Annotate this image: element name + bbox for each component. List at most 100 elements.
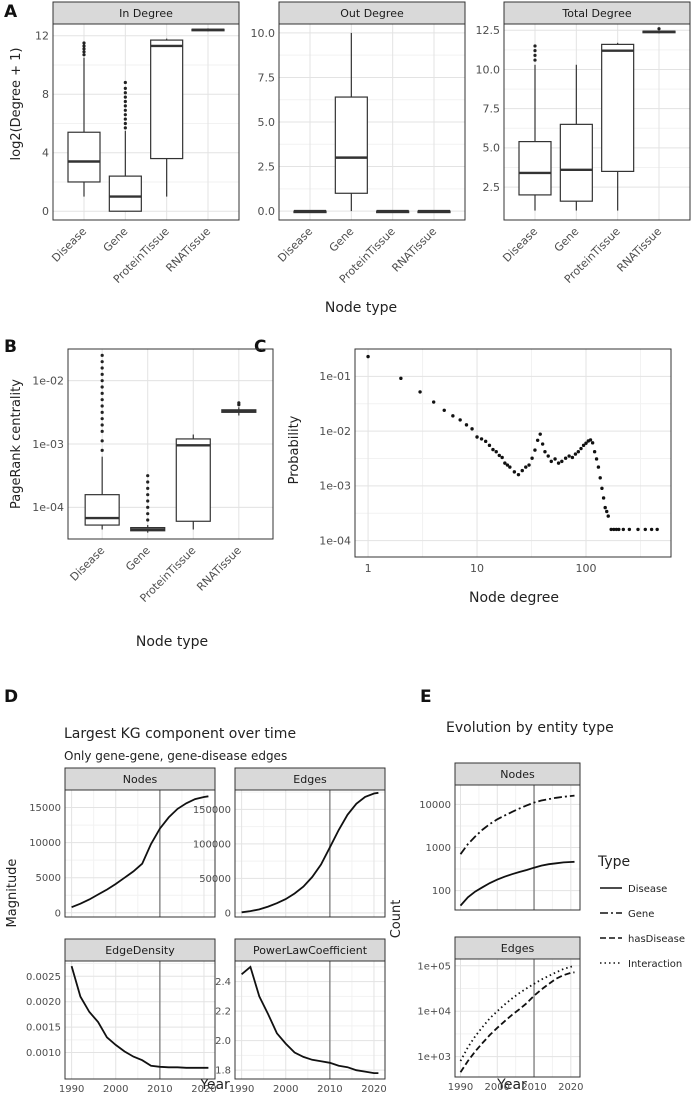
- legend-label-hasdisease: hasDisease: [628, 934, 685, 945]
- panel-c-point: [475, 435, 479, 439]
- panel-b-outlier: [146, 505, 150, 509]
- panel-a-total-outlier: [533, 44, 537, 48]
- panel-c-point: [546, 454, 550, 458]
- panel-c-point: [533, 448, 537, 452]
- panel-b-outlier: [100, 398, 104, 402]
- panel-c-point: [508, 465, 512, 469]
- panel-d-powerlawcoefficient-frame: [234, 960, 386, 1080]
- panel-d-edges-y-tick: 150000: [193, 805, 231, 816]
- panel-b-outlier: [100, 353, 104, 357]
- panel-a-in-outlier: [123, 108, 127, 112]
- panel-d-powerlawcoefficient-series-line: [241, 965, 379, 1074]
- panel-d-edgedensity-x-tick: 2000: [103, 1084, 128, 1095]
- panel-e-edges-series-interaction: [459, 964, 575, 1062]
- panel-d-powerlawcoefficient-y-tick: 2.2: [215, 1007, 231, 1018]
- panel-letter-b: B: [4, 337, 17, 357]
- panel-d-y-label: Magnitude: [5, 859, 20, 928]
- panel-e-title: Evolution by entity type: [446, 720, 614, 736]
- panel-e-nodes-series-disease: [459, 860, 575, 907]
- panel-d-edges-strip-label: Edges: [293, 773, 327, 786]
- panel-d-powerlawcoefficient-x-tick: 2020: [361, 1084, 386, 1095]
- panel-d-edges-y-tick: 50000: [199, 874, 231, 885]
- panel-b-y-tick: 1e-02: [32, 375, 64, 388]
- panel-b-x-tick: Disease: [68, 544, 108, 584]
- panel-a-in-box: [108, 175, 142, 212]
- panel-c-point: [530, 456, 534, 460]
- panel-c-point: [594, 457, 599, 461]
- panel-e-edges-frame: [454, 958, 581, 1078]
- panel-a-total-box: [518, 141, 552, 196]
- panel-d-edgedensity-strip-label: EdgeDensity: [105, 944, 175, 957]
- panel-b-outlier: [146, 474, 150, 478]
- panel-e-edges-x-tick: 2020: [558, 1082, 583, 1093]
- panel-c-point: [563, 456, 568, 460]
- panel-a-total-box: [559, 123, 593, 202]
- panel-c-frame: [354, 348, 672, 558]
- panel-a-total-y-tick: 7.5: [483, 103, 501, 116]
- panel-a-total-frame: [503, 23, 691, 221]
- panel-a-in-outlier: [82, 44, 86, 48]
- panel-d-subtitle: Only gene-gene, gene-disease edges: [64, 749, 287, 763]
- panel-a-in-y-tick: 0: [42, 205, 49, 218]
- panel-e-edges-strip-label: Edges: [501, 942, 535, 955]
- panel-a-in-x-tick: RNATissue: [163, 225, 213, 275]
- panel-d-powerlawcoefficient-x-tick: 2000: [273, 1084, 298, 1095]
- panel-a-in-x-tick: Gene: [101, 225, 131, 255]
- panel-c-point: [549, 459, 553, 464]
- panel-e-x-label: Year: [496, 1077, 527, 1093]
- panel-c-point: [614, 527, 619, 532]
- panel-e-edges-x-tick: 2010: [521, 1082, 546, 1093]
- panel-c-point: [527, 463, 531, 467]
- panel-a-in-outlier: [123, 99, 127, 104]
- panel-d-title: Largest KG component over time: [64, 726, 296, 742]
- panel-a-in-outlier: [123, 95, 127, 99]
- panel-c-point: [605, 509, 609, 514]
- panel-letter-e: E: [420, 687, 432, 707]
- panel-b-box: [175, 438, 211, 522]
- panel-c-point: [609, 527, 613, 532]
- panel-e-nodes-y-tick: 100: [432, 886, 451, 897]
- panel-d-nodes-series-line: [71, 795, 209, 909]
- panel-c-point: [598, 476, 602, 480]
- panel-c-point: [560, 459, 564, 464]
- panel-letter-d: D: [4, 687, 18, 707]
- panel-d-edgedensity-y-tick: 0.0025: [26, 972, 61, 983]
- panel-c-point: [584, 441, 588, 445]
- panel-c-y-tick: 1e-03: [319, 480, 351, 493]
- panel-c-point: [442, 408, 446, 412]
- panel-a-in-y-tick: 4: [42, 147, 49, 160]
- panel-d-powerlawcoefficient-y-tick: 2.4: [215, 977, 231, 988]
- panel-b-y-tick: 1e-04: [32, 501, 64, 514]
- panel-a-out-box: [334, 96, 368, 194]
- panel-e-edges-y-tick: 1e+04: [417, 1007, 451, 1018]
- panel-a-total-outlier: [533, 53, 537, 57]
- panel-c-point: [590, 441, 595, 445]
- panel-e-nodes-series-gene: [459, 794, 575, 855]
- panel-c-point: [567, 454, 571, 458]
- panel-e-edges-y-tick: 1e+03: [417, 1052, 451, 1063]
- panel-c-point: [540, 442, 545, 446]
- panel-b-box: [84, 494, 120, 526]
- panel-c-point: [503, 461, 507, 465]
- panel-c-point: [606, 514, 610, 518]
- panel-a-total-y-tick: 10.0: [476, 63, 501, 76]
- panel-d-powerlawcoefficient-x-tick: 2010: [317, 1084, 342, 1095]
- panel-c-point: [570, 455, 575, 460]
- panel-c-point: [581, 443, 586, 448]
- panel-d-nodes-y-tick: 10000: [29, 838, 61, 849]
- panel-a-in-y-tick: 8: [42, 88, 49, 101]
- panel-a-x-label: Node type: [325, 300, 397, 316]
- panel-e-y-label: Count: [389, 900, 404, 939]
- panel-c-point: [418, 390, 422, 394]
- panel-e-edges-y-tick: 1e+05: [417, 961, 451, 972]
- panel-b-outlier: [100, 417, 104, 421]
- legend-label-interaction: Interaction: [628, 959, 682, 970]
- panel-b-outlier: [100, 448, 104, 452]
- panel-b-outlier: [100, 385, 104, 389]
- panel-d-edges-series-line: [241, 791, 379, 914]
- panel-d-x-label: Year: [199, 1077, 230, 1093]
- panel-a-in-outlier: [82, 50, 86, 54]
- panel-c-point: [649, 527, 654, 532]
- panel-d-edges-y-tick: 0: [225, 908, 231, 919]
- panel-d-edgedensity-y-tick: 0.0020: [26, 997, 61, 1008]
